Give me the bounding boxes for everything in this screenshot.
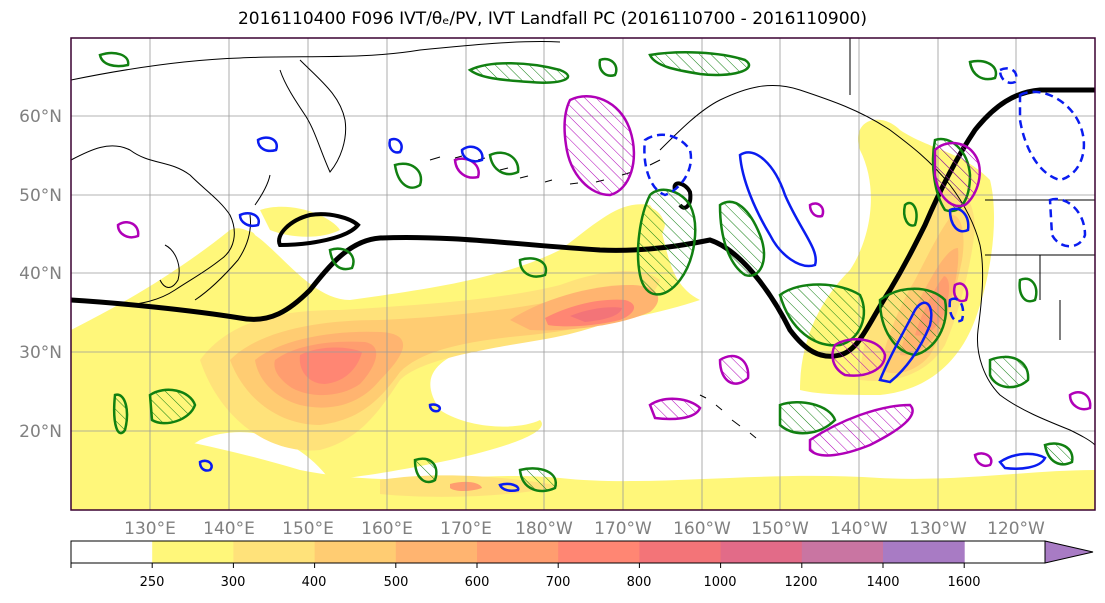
green-mid-2 [778, 283, 866, 347]
lon-label-150w: 150°W [751, 519, 809, 539]
colorbar-segment [233, 541, 316, 563]
green-south-1 [413, 457, 438, 484]
lon-label-170e: 170°E [440, 519, 492, 539]
blue-coast [878, 301, 933, 384]
magenta-trop-1 [648, 397, 702, 421]
coastlines [71, 38, 1095, 446]
coast-na-west [976, 244, 1095, 446]
colorbar-segment [71, 541, 153, 563]
blue-contours [198, 136, 1047, 493]
cb-label-1000: 1000 [703, 575, 736, 590]
blue-trop [998, 452, 1047, 470]
magenta-bering [563, 95, 636, 197]
front-loop-west [277, 212, 361, 248]
ivt-nwpac [260, 206, 340, 237]
green-trop-1 [113, 393, 129, 435]
magenta-contours [563, 95, 981, 457]
lat-label-50: 50°N [19, 186, 62, 206]
lon-label-140e: 140°E [203, 519, 255, 539]
lon-label-180w: 180°W [515, 519, 573, 539]
lat-label-60: 60°N [19, 107, 62, 127]
ivt-band-south [71, 420, 1095, 510]
colorbar-segments [71, 541, 965, 563]
magenta-mid [831, 338, 887, 377]
green-south-2 [518, 467, 557, 493]
magenta-trop-2 [808, 403, 914, 457]
lat-labels: 60°N 50°N 40°N 30°N 20°N [19, 107, 62, 442]
colorbar-segment [314, 541, 397, 563]
lon-label-160e: 160°E [361, 519, 413, 539]
lon-label-120w: 120°W [987, 519, 1045, 539]
colorbar: 250 300 400 500 600 700 800 1000 1200 14… [70, 540, 1094, 590]
green-trop-2 [148, 388, 197, 425]
colorbar-extend-arrow [1044, 540, 1094, 564]
colorbar-segment [801, 541, 884, 563]
colorbar-segment [883, 541, 965, 563]
ivt-plume-l6 [299, 347, 362, 384]
blue-mid [738, 151, 818, 268]
map-frame [70, 37, 1096, 511]
coast-hawaii [699, 394, 757, 439]
green-small-contours [98, 51, 1038, 303]
coast-korea [159, 244, 180, 288]
cb-label-250: 250 [140, 575, 165, 590]
colorbar-segment [152, 541, 234, 563]
blue-dashed-contours [643, 67, 1087, 323]
green-contours [113, 51, 1074, 493]
ivt-shading [71, 119, 1095, 510]
lon-label-170w: 170°W [594, 519, 652, 539]
map-plot-area [71, 38, 1095, 510]
green-bering [636, 188, 697, 296]
green-trop-4 [988, 355, 1030, 389]
lon-label-160w: 160°W [673, 519, 731, 539]
lon-label-140w: 140°W [830, 519, 888, 539]
map-title: 2016110400 F096 IVT/θₑ/PV, IVT Landfall … [237, 9, 868, 29]
front-line [71, 87, 1095, 359]
cb-label-800: 800 [627, 575, 652, 590]
green-alaska-2 [648, 51, 751, 77]
coast-japan [194, 174, 271, 301]
cb-label-400: 400 [302, 575, 327, 590]
green-south-3 [1043, 442, 1074, 466]
colorbar-segment [720, 541, 803, 563]
colorbar-segment [558, 541, 640, 563]
cb-label-1200: 1200 [784, 575, 817, 590]
magenta-coast [933, 141, 981, 208]
lon-label-150e: 150°E [282, 519, 334, 539]
coast-kamchatka [279, 59, 347, 173]
colorbar-segment [639, 541, 722, 563]
cb-label-700: 700 [546, 575, 571, 590]
cb-label-1400: 1400 [866, 575, 899, 590]
colorbar-ticks [70, 563, 965, 568]
lon-label-130w: 130°W [909, 519, 967, 539]
lat-label-20: 20°N [19, 422, 62, 442]
green-alaska-1 [467, 62, 570, 84]
cb-label-500: 500 [384, 575, 409, 590]
lon-labels: 130°E 140°E 150°E 160°E 170°E 180°W 170°… [124, 519, 1045, 539]
lat-label-30: 30°N [19, 343, 62, 363]
cb-label-300: 300 [221, 575, 246, 590]
cb-label-600: 600 [465, 575, 490, 590]
coast-borders [849, 38, 1095, 340]
colorbar-segment [395, 541, 478, 563]
ivt-sub-west [71, 404, 111, 470]
cb-label-1600: 1600 [947, 575, 980, 590]
blue-dashed-coast [1018, 90, 1086, 182]
ivt-plume-east-max [570, 307, 622, 322]
colorbar-labels: 250 300 400 500 600 700 800 1000 1200 14… [140, 575, 981, 590]
magenta-trop-3 [718, 354, 750, 385]
blue-dashed-bering [643, 133, 693, 197]
green-mid-1 [718, 200, 766, 278]
blue-dashed-interior [1048, 197, 1087, 248]
lon-label-130e: 130°E [124, 519, 176, 539]
colorbar-segment [477, 541, 559, 563]
green-trop-3 [778, 401, 837, 435]
coast-siberia-north [71, 41, 561, 81]
lat-label-40: 40°N [19, 264, 62, 284]
